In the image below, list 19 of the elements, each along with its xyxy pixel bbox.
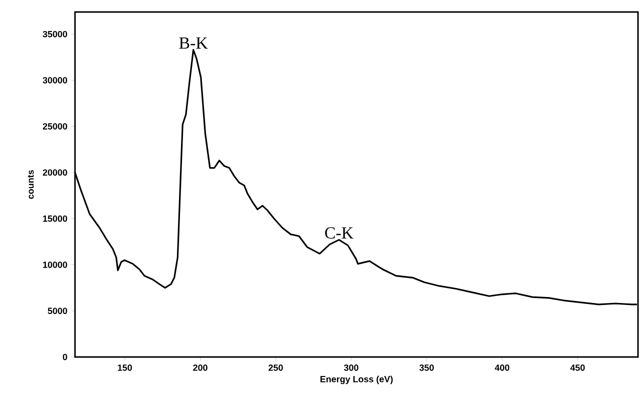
annotation: B-K (179, 37, 208, 49)
y-tick-label: 15000 (43, 215, 68, 222)
x-axis-title: Energy Loss (eV) (320, 376, 393, 384)
y-tick-label: 25000 (42, 123, 68, 130)
x-tick-label: 150 (118, 364, 132, 371)
x-tick-label: 200 (193, 364, 208, 371)
y-tick-label: 10000 (43, 262, 68, 268)
y-tick-label: 0 (62, 354, 68, 360)
annotation: C-K (325, 227, 354, 239)
x-tick-label: 250 (268, 364, 283, 371)
y-axis-title: counts (28, 170, 34, 199)
y-tick-label: 20000 (42, 169, 68, 176)
x-tick-label: 300 (344, 364, 358, 371)
x-tick-label: 350 (419, 364, 434, 371)
y-tick-label: 35000 (42, 30, 68, 38)
y-tick-label: 5000 (48, 308, 68, 314)
x-tick-label: 400 (494, 364, 510, 371)
y-tick-label: 30000 (42, 77, 68, 84)
x-tick-label: 450 (570, 364, 585, 371)
